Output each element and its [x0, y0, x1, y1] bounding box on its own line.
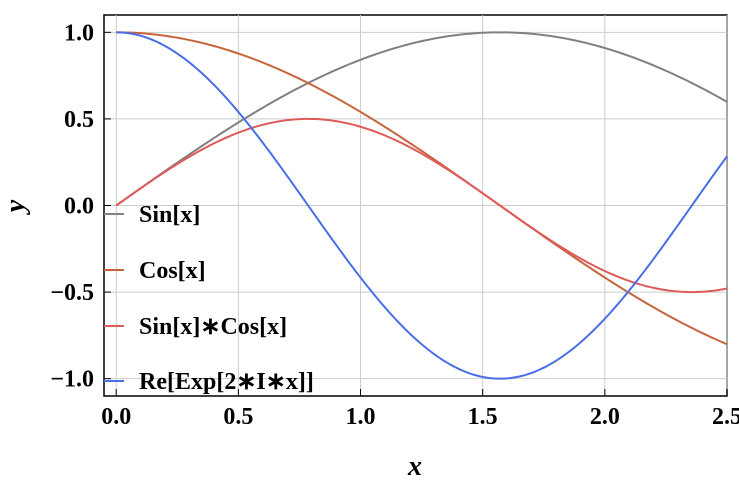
x-tick-label: 2.5	[712, 404, 739, 430]
x-tick-label: 2.0	[590, 404, 620, 430]
x-tick-label: 0.5	[223, 404, 253, 430]
x-tick-label: 0.0	[101, 404, 131, 430]
y-axis-ticks: 1.0 0.5 0.0 −0.5 −1.0	[50, 20, 111, 393]
series-line	[115, 31, 728, 207]
y-axis-label: y	[0, 199, 31, 215]
x-axis-ticks: 0.0 0.5 1.0 1.5 2.0 2.5	[101, 389, 739, 430]
legend-label: Sin[x]∗Cos[x]	[139, 314, 287, 340]
series-line	[116, 31, 728, 346]
series-lines	[115, 31, 728, 380]
x-tick-label: 1.0	[346, 404, 376, 430]
series-line	[115, 117, 728, 294]
series-line	[116, 31, 728, 380]
legend-label: Cos[x]	[139, 258, 206, 284]
legend-label: Sin[x]	[139, 202, 200, 228]
grid	[104, 15, 728, 396]
y-tick-label: 0.5	[64, 107, 94, 133]
x-tick-label: 1.5	[468, 404, 498, 430]
y-tick-label: −0.5	[50, 280, 94, 306]
x-axis-label: x	[407, 451, 422, 482]
y-tick-label: −1.0	[50, 367, 94, 393]
y-tick-label: 0.0	[64, 194, 94, 220]
y-tick-label: 1.0	[64, 20, 94, 46]
legend: Sin[x] Cos[x] Sin[x]∗Cos[x] Re[Exp[2∗I∗x]]	[104, 202, 314, 395]
legend-label: Re[Exp[2∗I∗x]]	[139, 369, 314, 395]
